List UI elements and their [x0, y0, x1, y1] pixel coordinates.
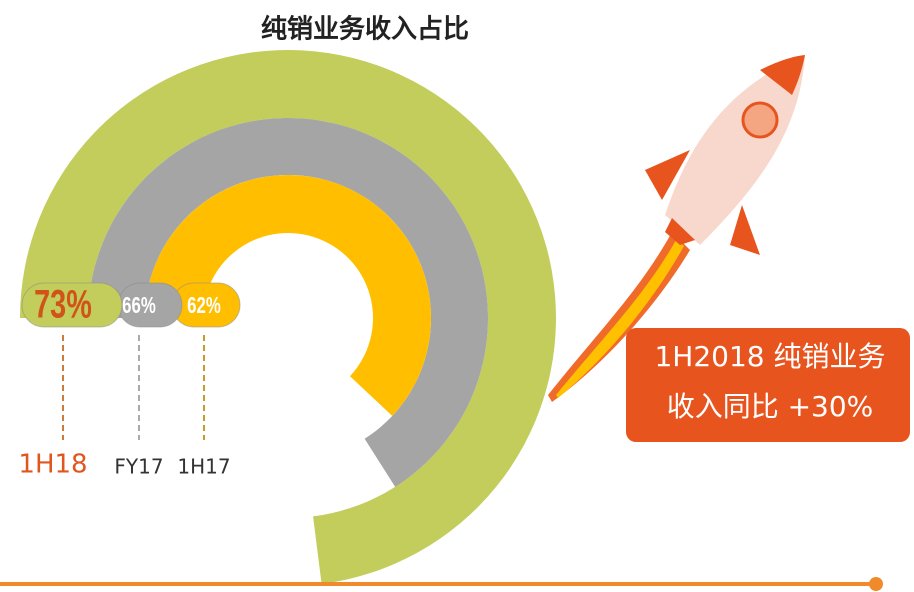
- callout-box: [626, 328, 910, 442]
- value-label: 73%: [34, 283, 92, 326]
- rocket-window: [741, 101, 779, 139]
- rocket-fin: [645, 150, 690, 200]
- ring-bar: [145, 174, 431, 416]
- rocket: [548, 55, 805, 402]
- rings: [20, 50, 557, 584]
- rocket-nose: [760, 55, 805, 95]
- callout-text: 1H2018 纯销业务: [654, 340, 885, 373]
- value-label: 62%: [187, 294, 221, 319]
- chart-title: 纯销业务收入占比: [261, 14, 469, 45]
- category-label: 1H18: [18, 450, 87, 480]
- label-pill: [21, 282, 123, 328]
- callout-text: 收入同比 +30%: [667, 390, 874, 423]
- labels: 73% 1H18 66% FY17 62% 1H17: [18, 282, 241, 480]
- category-label: FY17: [114, 455, 163, 479]
- rocket-body: [665, 55, 805, 245]
- category-label: 1H17: [177, 455, 230, 479]
- rocket-fin: [730, 205, 760, 255]
- ring-bar: [88, 118, 488, 487]
- baseline-dot: [869, 577, 883, 591]
- value-label: 66%: [122, 294, 156, 319]
- rocket-trail-core: [556, 240, 684, 398]
- rocket-nozzle: [665, 218, 695, 245]
